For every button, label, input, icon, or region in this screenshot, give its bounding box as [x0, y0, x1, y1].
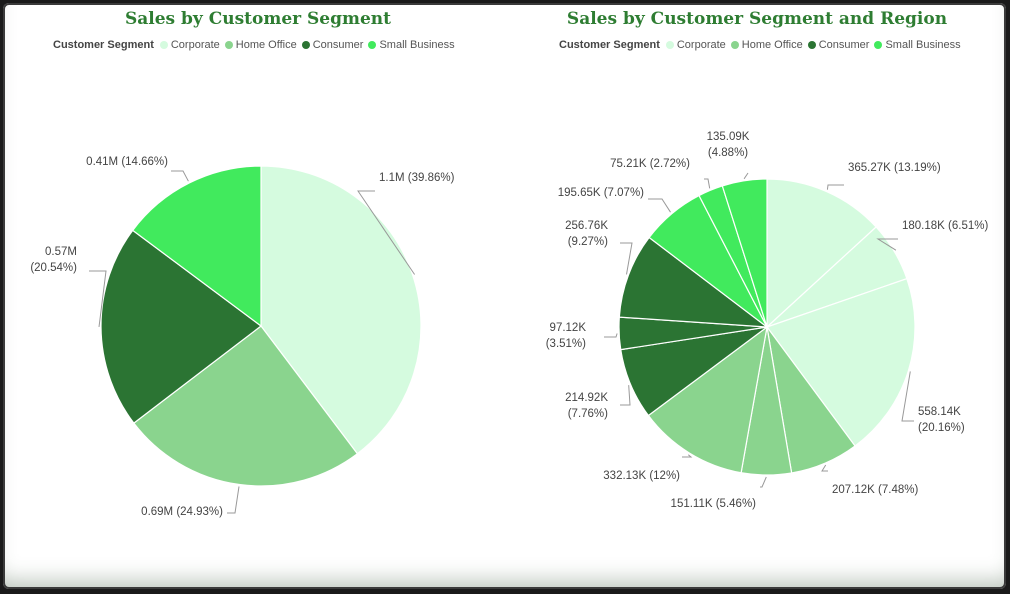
- data-label: 365.27K (13.19%): [848, 162, 941, 174]
- data-label: 0.41M (14.66%): [86, 156, 168, 168]
- data-label: 0.69M (24.93%): [141, 506, 223, 518]
- legend-title: Customer Segment: [53, 39, 154, 51]
- data-label: 332.13K (12%): [603, 470, 680, 482]
- data-label: 1.1M (39.86%): [379, 172, 455, 184]
- legend-label: Consumer: [312, 39, 364, 51]
- leader-line: [357, 190, 416, 275]
- legend-item[interactable]: Home Office: [224, 39, 297, 51]
- legend-label: Home Office: [235, 39, 297, 51]
- legend-swatch: [301, 41, 310, 49]
- pie-chart-segment[interactable]: 1.1M (39.86%) 0.69M (24.93%) 0.57M (20.54%)…: [3, 3, 513, 589]
- legend-swatch: [807, 41, 816, 49]
- leader-line: [171, 170, 189, 182]
- pie-slice[interactable]: [131, 165, 262, 328]
- legend-swatch: [665, 41, 674, 49]
- data-label: 151.11K (5.46%): [671, 498, 757, 510]
- legend-item[interactable]: Small Business: [874, 39, 961, 51]
- legend-title: Customer Segment: [559, 39, 660, 51]
- data-label: 195.65K (7.07%): [558, 187, 644, 199]
- legend-label: Corporate: [170, 39, 220, 51]
- pie-slice[interactable]: [618, 236, 769, 328]
- legend-item[interactable]: Small Business: [368, 39, 455, 51]
- leader-line: [826, 184, 844, 190]
- leader-line: [743, 172, 749, 180]
- leader-line: [227, 486, 240, 514]
- data-label: 558.14K (20.16%): [918, 406, 965, 434]
- legend-item[interactable]: Consumer: [301, 39, 364, 51]
- legend-label: Corporate: [676, 39, 726, 51]
- legend-swatch: [730, 41, 739, 49]
- leader-line: [821, 464, 828, 472]
- legend-label: Small Business: [885, 39, 961, 51]
- chart-legend[interactable]: Customer Segment Corporate Home Office Cons…: [559, 39, 966, 51]
- legend-label: Home Office: [741, 39, 803, 51]
- data-label: 135.09K (4.88%): [707, 131, 750, 159]
- data-label: 180.18K (6.51%): [902, 220, 988, 232]
- legend-swatch: [224, 41, 233, 49]
- legend-swatch: [874, 41, 883, 49]
- chart-segment-panel: Sales by Customer Segment Customer Segme…: [3, 3, 513, 589]
- report-canvas: Sales by Customer Segment Customer Segme…: [3, 3, 1006, 589]
- leader-line: [704, 178, 711, 189]
- legend-swatch: [368, 41, 377, 49]
- legend-item[interactable]: Corporate: [159, 39, 220, 51]
- pie-slice[interactable]: [766, 277, 916, 447]
- leader-line: [620, 242, 633, 275]
- leader-line: [901, 371, 914, 422]
- pie-slice[interactable]: [647, 325, 768, 474]
- data-label: 97.12K (3.51%): [546, 322, 587, 350]
- chart-segment-region-panel: Sales by Customer Segment and Region Cus…: [508, 3, 1006, 589]
- leader-line: [876, 238, 898, 251]
- pie-slice[interactable]: [260, 165, 422, 455]
- pie-slice[interactable]: [100, 229, 262, 424]
- pie-slice[interactable]: [132, 325, 359, 487]
- legend-item[interactable]: Home Office: [730, 39, 803, 51]
- legend-label: Consumer: [818, 39, 870, 51]
- legend-label: Small Business: [379, 39, 455, 51]
- leader-line: [620, 385, 631, 406]
- data-label: 214.92K (7.76%): [565, 392, 608, 420]
- pie-chart-segment-region[interactable]: 365.27K (13.19%) 180.18K (6.51%) 558.14K (2…: [508, 3, 1006, 589]
- data-label: 256.76K (9.27%): [565, 220, 608, 248]
- leader-line: [604, 333, 618, 338]
- leader-line: [682, 454, 693, 458]
- leader-line: [760, 476, 767, 488]
- pie-slice[interactable]: [721, 178, 768, 328]
- chart-legend[interactable]: Customer Segment Corporate Home Office Cons…: [53, 39, 460, 51]
- legend-item[interactable]: Consumer: [807, 39, 870, 51]
- data-label: 207.12K (7.48%): [832, 484, 918, 496]
- chart-title: Sales by Customer Segment: [124, 9, 392, 29]
- pie-slice[interactable]: [766, 178, 877, 329]
- data-label: 0.57M (20.54%): [30, 246, 77, 274]
- leader-line: [648, 198, 671, 213]
- legend-item[interactable]: Corporate: [665, 39, 726, 51]
- leader-line: [89, 270, 107, 327]
- legend-swatch: [159, 41, 168, 49]
- pie-slices: [618, 178, 916, 476]
- data-label: 75.21K (2.72%): [610, 158, 690, 170]
- chart-title: Sales by Customer Segment and Region: [566, 9, 948, 29]
- pie-slices: [100, 165, 422, 487]
